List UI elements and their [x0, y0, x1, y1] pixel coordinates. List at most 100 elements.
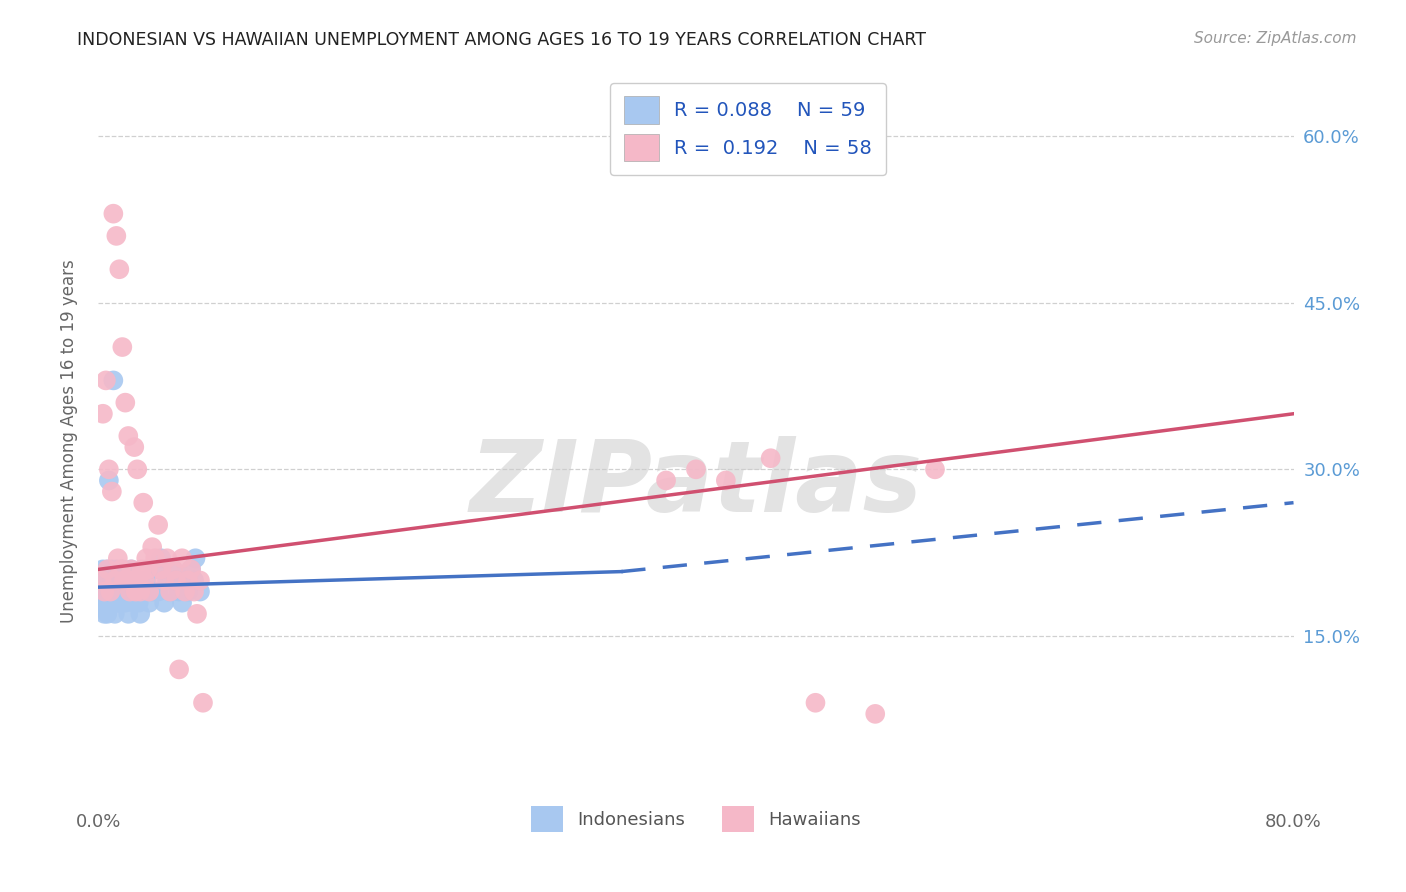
Point [124, 596, 146, 610]
Point [121, 574, 143, 588]
Point [685, 462, 707, 476]
Point [135, 574, 157, 588]
Point [804, 696, 827, 710]
Point [111, 340, 134, 354]
Point [98, 584, 122, 599]
Point [150, 562, 173, 576]
Point [93, 584, 115, 599]
Point [183, 574, 205, 588]
Point [180, 562, 202, 576]
Point [162, 562, 184, 576]
Point [191, 696, 214, 710]
Point [91, 407, 114, 421]
Point [167, 662, 190, 676]
Point [180, 562, 202, 576]
Point [108, 596, 131, 610]
Point [120, 562, 142, 576]
Point [156, 551, 179, 566]
Point [101, 584, 124, 599]
Point [141, 540, 163, 554]
Point [127, 584, 149, 599]
Point [167, 584, 190, 599]
Point [125, 584, 148, 599]
Point [108, 262, 131, 277]
Point [103, 373, 125, 387]
Point [162, 562, 184, 576]
Point [655, 474, 678, 488]
Point [188, 574, 211, 588]
Point [107, 584, 129, 599]
Point [136, 562, 159, 576]
Legend: Indonesians, Hawaiians: Indonesians, Hawaiians [522, 797, 870, 841]
Point [759, 451, 782, 466]
Point [165, 574, 187, 588]
Point [98, 596, 122, 610]
Point [97, 474, 120, 488]
Point [111, 562, 134, 576]
Point [188, 584, 211, 599]
Point [138, 596, 160, 610]
Point [159, 584, 181, 599]
Point [107, 551, 129, 566]
Point [91, 562, 114, 576]
Point [143, 562, 166, 576]
Point [94, 574, 117, 588]
Point [172, 551, 194, 566]
Point [714, 474, 737, 488]
Point [115, 584, 138, 599]
Point [184, 551, 207, 566]
Point [97, 462, 120, 476]
Point [150, 551, 173, 566]
Point [91, 596, 114, 610]
Point [174, 574, 197, 588]
Point [153, 574, 176, 588]
Point [118, 574, 141, 588]
Point [128, 574, 150, 588]
Point [118, 584, 141, 599]
Point [120, 562, 142, 576]
Point [114, 395, 136, 409]
Point [148, 517, 170, 532]
Point [127, 462, 149, 476]
Point [134, 574, 156, 588]
Text: ZIPatlas: ZIPatlas [470, 436, 922, 533]
Point [865, 706, 887, 721]
Point [96, 562, 118, 576]
Point [104, 574, 127, 588]
Point [93, 584, 115, 599]
Point [148, 584, 170, 599]
Point [90, 574, 112, 588]
Point [129, 584, 152, 599]
Point [115, 574, 138, 588]
Point [112, 574, 135, 588]
Point [165, 574, 187, 588]
Point [177, 584, 200, 599]
Point [143, 551, 166, 566]
Point [104, 607, 127, 621]
Point [141, 584, 163, 599]
Point [128, 596, 150, 610]
Point [131, 562, 153, 576]
Point [159, 584, 181, 599]
Point [186, 607, 208, 621]
Point [153, 596, 176, 610]
Point [104, 574, 127, 588]
Point [183, 584, 205, 599]
Point [90, 574, 112, 588]
Point [125, 574, 148, 588]
Point [108, 574, 131, 588]
Point [156, 574, 179, 588]
Point [105, 596, 128, 610]
Text: INDONESIAN VS HAWAIIAN UNEMPLOYMENT AMONG AGES 16 TO 19 YEARS CORRELATION CHART: INDONESIAN VS HAWAIIAN UNEMPLOYMENT AMON… [77, 31, 927, 49]
Point [132, 584, 155, 599]
Point [138, 584, 160, 599]
Point [89, 584, 111, 599]
Point [103, 207, 125, 221]
Point [112, 574, 135, 588]
Point [172, 596, 194, 610]
Point [93, 607, 115, 621]
Point [129, 607, 152, 621]
Point [103, 584, 125, 599]
Point [96, 607, 118, 621]
Point [101, 484, 124, 499]
